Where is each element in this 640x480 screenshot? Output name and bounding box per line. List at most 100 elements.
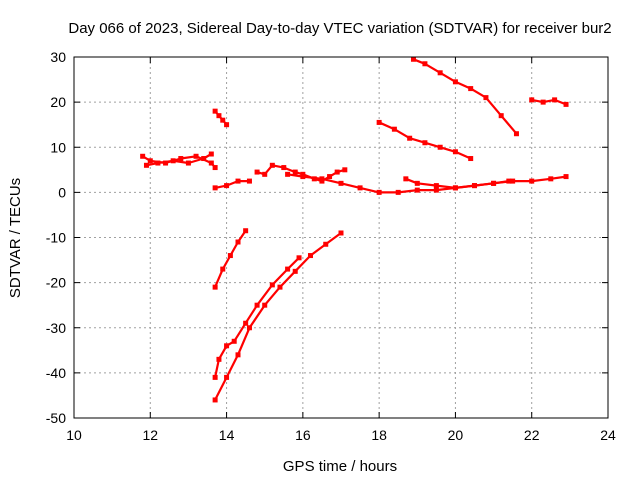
data-point (506, 178, 512, 184)
data-point (227, 253, 233, 259)
data-point (224, 374, 230, 380)
data-point (143, 162, 149, 168)
series-trace (214, 180, 251, 189)
y-tick-label: -10 (46, 230, 66, 246)
y-tick-label: 30 (50, 49, 66, 65)
data-point (452, 185, 458, 191)
data-point (433, 183, 439, 189)
data-point (277, 284, 283, 290)
series-trace (530, 98, 568, 106)
data-point (540, 99, 546, 105)
y-tick-label: 0 (58, 184, 66, 200)
data-point (357, 185, 363, 191)
data-point (307, 253, 313, 259)
data-point (212, 284, 218, 290)
data-point (292, 268, 298, 274)
data-point (338, 180, 344, 186)
data-point (254, 302, 260, 308)
data-point (452, 149, 458, 155)
data-point (212, 185, 218, 191)
x-tick-label: 12 (142, 427, 158, 443)
data-point (319, 176, 325, 182)
data-point (212, 374, 218, 380)
data-point (376, 189, 382, 195)
data-point (472, 183, 477, 189)
data-point (224, 343, 230, 349)
series-trace (286, 173, 568, 194)
data-point (285, 171, 291, 177)
data-point (376, 119, 382, 125)
data-point (483, 95, 489, 101)
series-3 (212, 108, 230, 128)
data-point (422, 140, 428, 146)
chart-title: Day 066 of 2023, Sidereal Day-to-day VTE… (68, 20, 611, 37)
y-tick-label: -50 (46, 410, 66, 426)
series-trace (214, 229, 247, 289)
series-13 (529, 97, 569, 107)
data-point (403, 176, 409, 182)
grid-lines (74, 57, 608, 418)
data-series (140, 56, 569, 403)
data-point (178, 156, 184, 162)
data-point (529, 178, 535, 184)
series-trace (412, 58, 518, 135)
y-tick-label: 10 (50, 139, 66, 155)
data-point (269, 282, 275, 288)
data-point (235, 352, 241, 358)
data-point (212, 397, 218, 403)
series-4 (212, 178, 252, 191)
x-tick-label: 24 (600, 427, 616, 443)
series-6 (212, 255, 302, 380)
data-point (147, 158, 153, 164)
series-10 (403, 176, 512, 191)
data-point (323, 241, 329, 247)
x-tick-label: 18 (371, 427, 387, 443)
y-tick-label: -30 (46, 320, 66, 336)
data-point (452, 79, 458, 85)
series-11 (376, 119, 474, 162)
data-point (220, 117, 226, 123)
data-point (185, 160, 191, 166)
data-point (170, 158, 176, 164)
data-point (224, 183, 230, 189)
data-point (296, 255, 302, 261)
data-point (262, 302, 268, 308)
data-point (269, 162, 275, 168)
data-point (433, 187, 439, 193)
data-point (281, 165, 287, 171)
series-5 (212, 228, 249, 290)
data-point (140, 153, 146, 159)
y-tick-label: 20 (50, 94, 66, 110)
data-point (224, 122, 230, 128)
data-point (292, 169, 298, 175)
data-point (243, 228, 249, 234)
data-point (407, 135, 413, 141)
series-1 (140, 153, 218, 171)
data-point (391, 126, 397, 132)
data-point (262, 171, 268, 177)
data-point (201, 156, 207, 162)
data-point (163, 160, 169, 166)
series-7 (212, 230, 344, 403)
data-point (529, 97, 535, 103)
x-tick-label: 20 (448, 427, 464, 443)
data-point (498, 113, 504, 119)
data-point (285, 266, 291, 272)
data-point (510, 178, 516, 184)
data-point (243, 320, 249, 326)
data-point (414, 187, 420, 193)
x-tick-label: 22 (524, 427, 540, 443)
data-point (342, 167, 348, 173)
axis-ticks: 10 12 14 16 18 20 22 24 -50 -40 -30 -20 -10 0 10 20 30 (46, 49, 616, 443)
data-point (216, 356, 222, 362)
series-2 (143, 151, 214, 168)
data-point (155, 160, 161, 166)
data-point (563, 101, 569, 107)
data-point (422, 61, 428, 67)
data-point (231, 338, 237, 344)
data-point (437, 70, 443, 76)
data-point (246, 325, 252, 331)
data-point (254, 169, 260, 175)
data-point (212, 108, 218, 114)
data-point (468, 86, 474, 92)
